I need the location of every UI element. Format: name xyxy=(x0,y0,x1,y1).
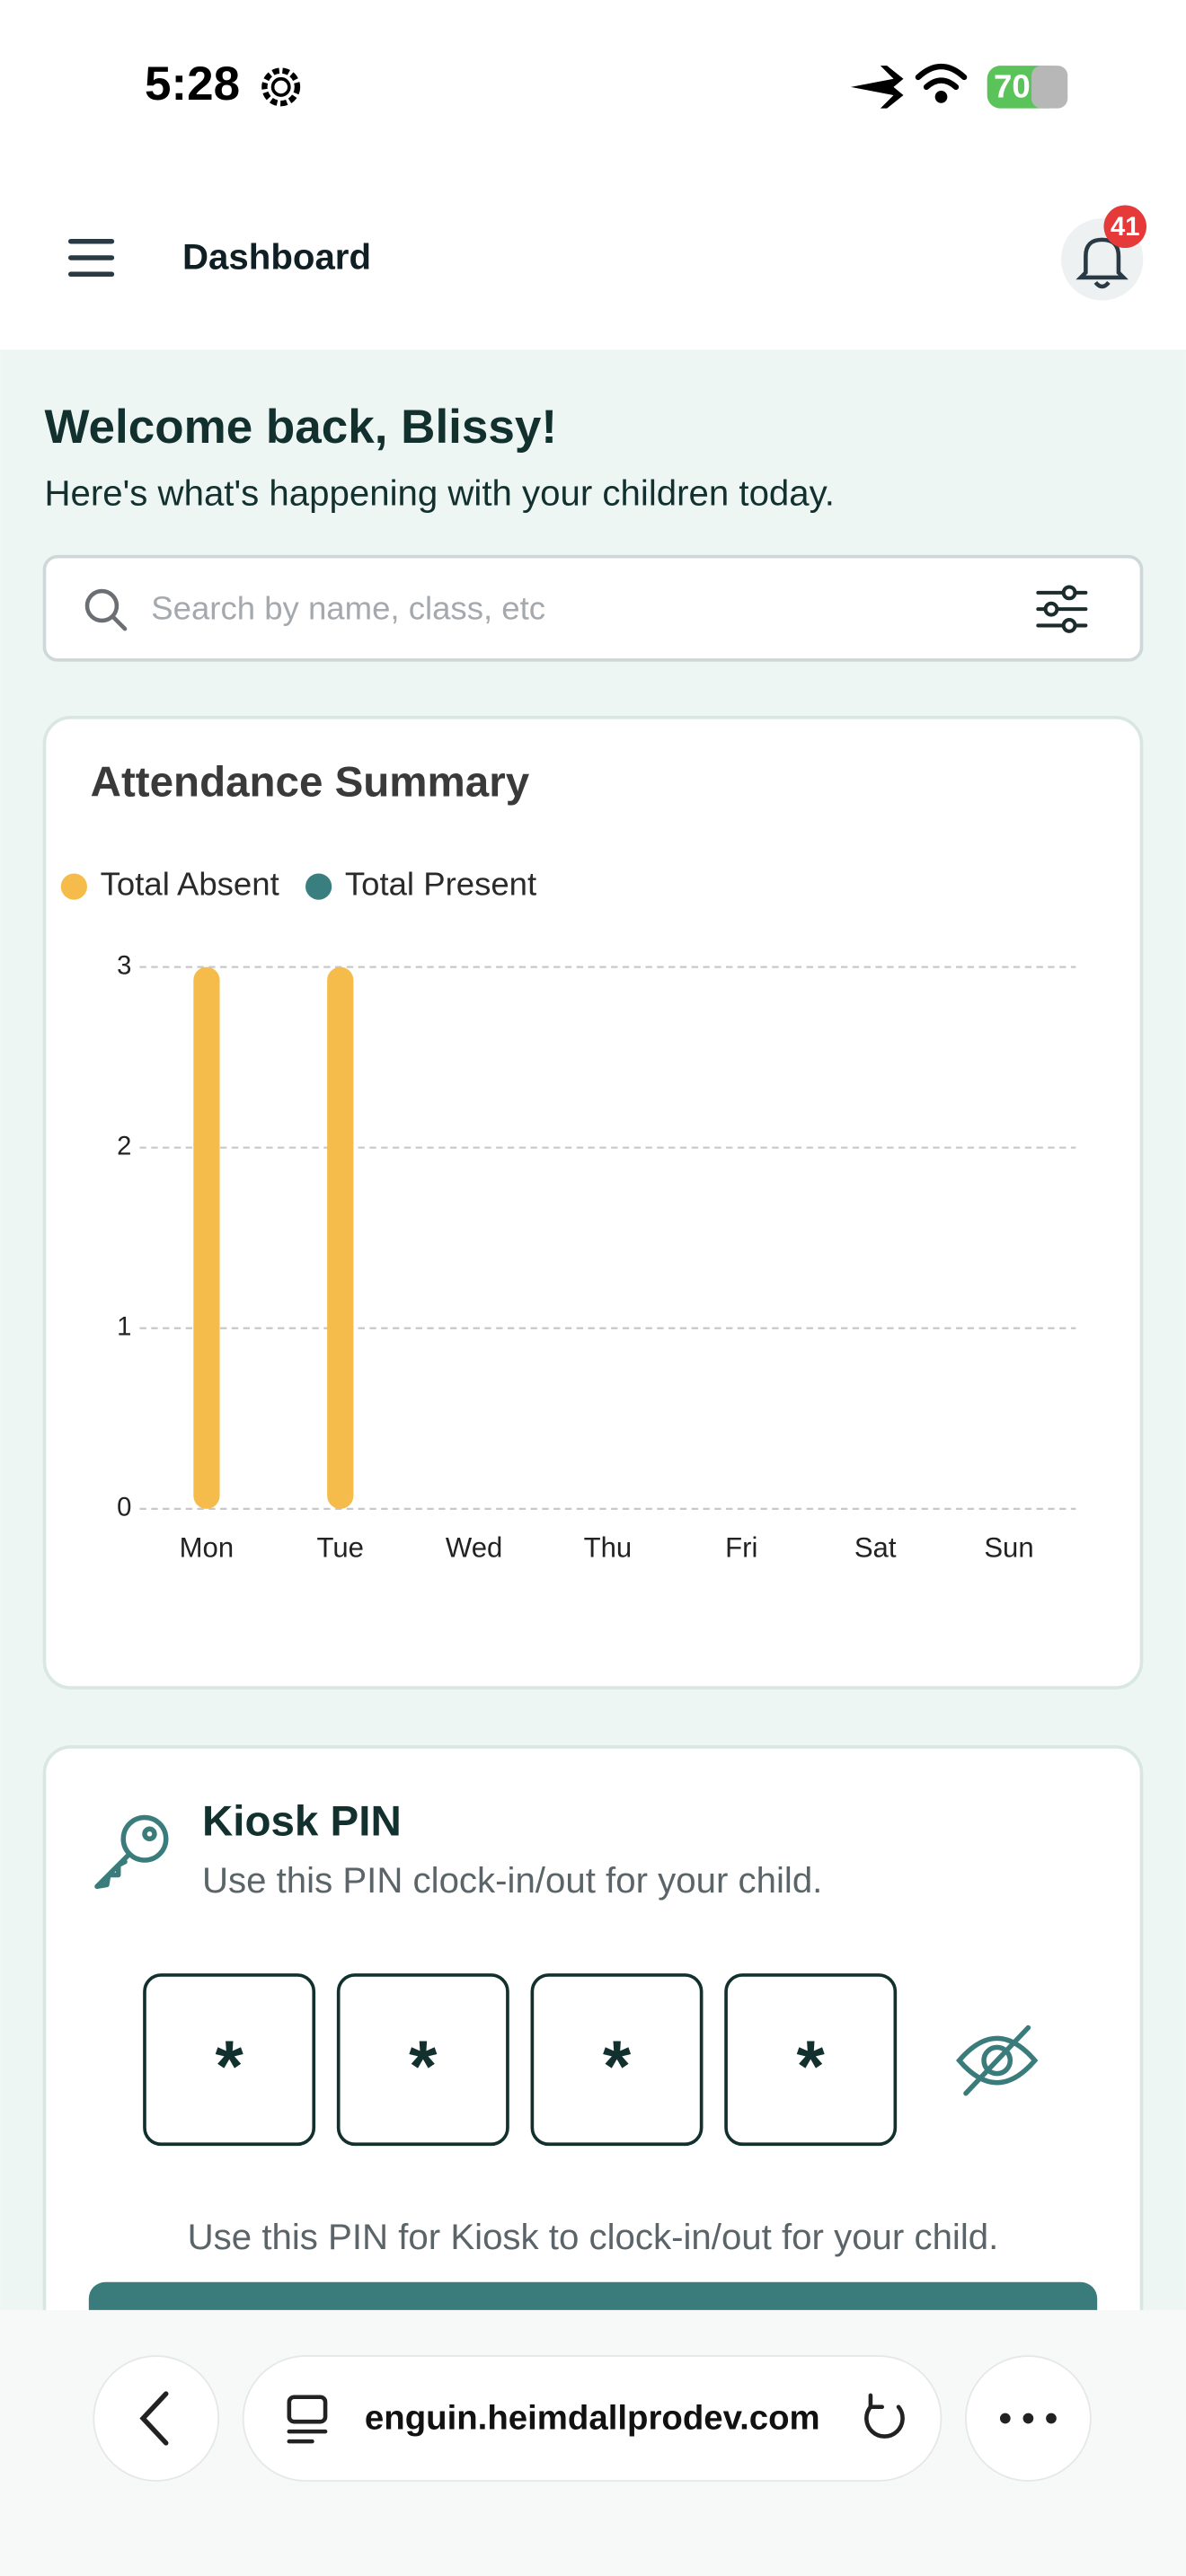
battery-level: 70 xyxy=(994,67,1031,104)
header-bg xyxy=(0,0,1186,350)
tabs-icon xyxy=(287,2395,328,2444)
chart-title: Attendance Summary xyxy=(91,758,530,806)
back-button[interactable] xyxy=(93,2355,220,2482)
filter-button[interactable] xyxy=(1036,585,1088,633)
pin-box xyxy=(724,1973,898,2147)
kiosk-note: Use this PIN for Kiosk to clock-in/out f… xyxy=(188,2217,999,2257)
pin-digit: * xyxy=(797,2026,826,2107)
pin-digit: * xyxy=(603,2026,632,2107)
welcome-subtitle: Here's what's happening with your childr… xyxy=(44,473,834,514)
toggle-pin-visibility[interactable] xyxy=(956,2025,1039,2096)
x-tick-label: Tue xyxy=(317,1532,364,1564)
bell-icon xyxy=(1075,237,1128,289)
y-tick-label: 1 xyxy=(117,1313,131,1342)
legend-swatch xyxy=(60,873,88,900)
x-tick-label: Sun xyxy=(984,1532,1033,1564)
pin-digit: * xyxy=(409,2026,438,2107)
status-time: 5:28 xyxy=(145,57,240,110)
menu-button[interactable] xyxy=(67,238,115,278)
x-tick-label: Mon xyxy=(180,1532,234,1564)
x-tick-label: Fri xyxy=(725,1532,757,1564)
chart: Total Absent Total Present 0 1 2 3 Mon Tue Wed Th… xyxy=(60,866,1076,1564)
pin-box xyxy=(336,1973,509,2147)
battery-empty xyxy=(1031,66,1068,109)
pin-box xyxy=(143,1973,316,2147)
settings-icon xyxy=(261,67,301,107)
pin-row: * * * * xyxy=(143,1973,898,2147)
more-icon xyxy=(999,2413,1057,2424)
reload-button[interactable] xyxy=(864,2393,905,2439)
notification-count: 41 xyxy=(1111,213,1140,242)
x-tick-label: Thu xyxy=(584,1532,633,1564)
search-placeholder: Search by name, class, etc xyxy=(151,590,545,627)
y-tick-label: 2 xyxy=(117,1132,131,1160)
attendance-card xyxy=(42,715,1144,1689)
x-tick-label: Sat xyxy=(854,1532,897,1564)
bar xyxy=(193,966,220,1509)
pin-box xyxy=(530,1973,704,2147)
pin-digit: * xyxy=(215,2026,243,2107)
url-text: enguin.heimdallprodev.com xyxy=(365,2398,820,2437)
legend-swatch xyxy=(305,873,332,900)
legend-label: Total Present xyxy=(345,866,536,903)
header-title: Dashboard xyxy=(182,236,371,277)
kiosk-subtitle: Use this PIN clock-in/out for your child… xyxy=(202,1860,822,1901)
notification-badge xyxy=(1103,205,1147,249)
url-field[interactable] xyxy=(242,2355,943,2482)
key-icon xyxy=(94,1814,169,1890)
search-box[interactable] xyxy=(42,554,1144,662)
airplane-icon xyxy=(850,66,904,109)
x-tick-label: Wed xyxy=(446,1532,502,1564)
bar xyxy=(327,966,354,1509)
back-icon xyxy=(139,2391,169,2446)
wifi-icon xyxy=(915,63,968,103)
kiosk-title: Kiosk PIN xyxy=(202,1797,402,1845)
welcome-title: Welcome back, Blissy! xyxy=(44,401,557,454)
search-icon xyxy=(84,588,128,631)
legend-label: Total Absent xyxy=(101,866,279,903)
y-tick-label: 0 xyxy=(117,1494,131,1522)
y-tick-label: 3 xyxy=(117,951,131,980)
